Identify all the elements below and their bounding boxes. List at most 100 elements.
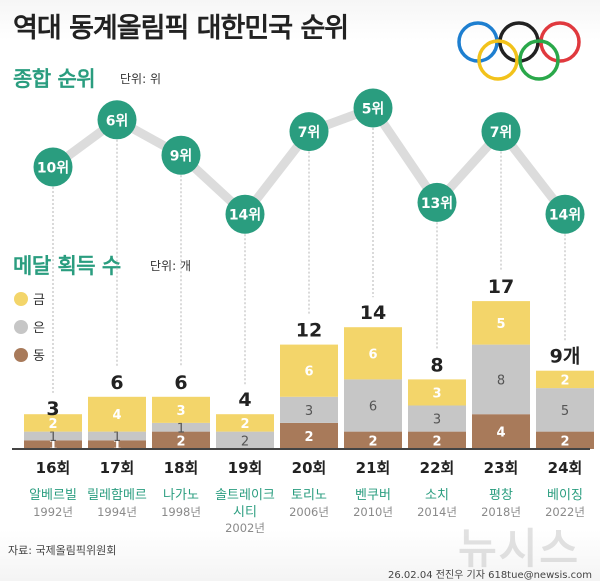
total-label: 12 — [296, 320, 322, 342]
bar-segment — [152, 422, 210, 432]
bar-segment — [472, 301, 530, 345]
category-label: 24회 — [548, 459, 583, 477]
total-label: 8 — [430, 354, 443, 376]
bar-segment — [24, 414, 82, 432]
rank-label: 14위 — [549, 208, 581, 224]
host-city-label: 시티 — [233, 505, 257, 520]
segment-value-label: 1 — [48, 439, 57, 454]
legend-swatch — [14, 348, 28, 362]
segment-value-label: 2 — [432, 434, 441, 449]
total-label: 6 — [110, 372, 123, 394]
bar-segment — [24, 440, 82, 449]
segment-value-label: 2 — [368, 434, 377, 449]
medal-section-title: 메달 획득 수 — [13, 254, 121, 278]
bar-segment — [408, 431, 466, 449]
bar-segment — [152, 431, 210, 449]
year-label: 2002년 — [225, 521, 265, 535]
year-label: 1998년 — [161, 505, 201, 519]
bar-segment — [344, 379, 402, 432]
bar-segment — [408, 405, 466, 432]
page-title: 역대 동계올림픽 대한민국 순위 — [13, 13, 349, 44]
bar-segment — [280, 422, 338, 449]
host-city-label: 솔트레이크 — [215, 488, 275, 503]
legend-swatch — [14, 292, 28, 306]
segment-value-label: 2 — [560, 373, 569, 388]
host-city-label: 평창 — [489, 488, 513, 503]
category-label: 20회 — [292, 459, 327, 477]
segment-value-label: 5 — [496, 317, 505, 332]
segment-value-label: 3 — [432, 386, 441, 401]
rank-label: 14위 — [229, 208, 261, 224]
segment-value-label: 4 — [112, 408, 121, 423]
total-label: 3 — [46, 398, 59, 420]
ranking-section-title: 종합 순위 — [13, 67, 96, 91]
segment-value-label: 2 — [241, 434, 249, 449]
rank-circle — [353, 88, 393, 128]
segment-value-label: 1 — [49, 430, 57, 445]
segment-value-label: 2 — [304, 430, 313, 445]
rank-label: 6위 — [106, 113, 129, 129]
bar-segment — [472, 344, 530, 415]
bar-segment — [344, 327, 402, 380]
rank-label: 13위 — [421, 196, 453, 212]
bar-segment — [88, 440, 146, 449]
segment-value-label: 2 — [560, 434, 569, 449]
rank-circle — [289, 112, 329, 152]
bar-segment — [280, 344, 338, 397]
category-label: 17회 — [100, 459, 135, 477]
rank-label: 5위 — [362, 102, 385, 118]
bar-segment — [536, 431, 594, 449]
segment-value-label: 1 — [177, 421, 185, 436]
host-city-label: 토리노 — [291, 488, 327, 503]
host-city-label: 벤쿠버 — [355, 488, 391, 503]
medal-unit: 단위: 개 — [150, 259, 191, 273]
year-label: 2010년 — [353, 505, 393, 519]
year-label: 2014년 — [417, 505, 457, 519]
bar-segment — [216, 431, 274, 449]
source-note: 자료: 국제올림픽위원회 — [8, 544, 117, 557]
rank-circle — [417, 182, 457, 222]
rank-label: 7위 — [490, 125, 513, 141]
bar-segment — [472, 414, 530, 449]
rank-label: 10위 — [37, 161, 69, 177]
bar-segment — [152, 396, 210, 423]
year-label: 2022년 — [545, 505, 585, 519]
bar-segment — [536, 370, 594, 389]
category-label: 21회 — [356, 459, 391, 477]
segment-value-label: 1 — [113, 430, 121, 445]
rank-circle — [545, 194, 585, 234]
category-label: 22회 — [420, 459, 455, 477]
host-city-label: 알베르빌 — [29, 488, 77, 503]
segment-value-label: 6 — [304, 365, 313, 380]
segment-value-label: 4 — [496, 426, 505, 441]
total-label: 6 — [174, 372, 187, 394]
host-city-label: 소치 — [425, 488, 449, 503]
bar-segment — [88, 431, 146, 441]
total-label: 9개 — [550, 346, 581, 368]
credit-line: 26.02.04 전진우 기자 618tue@newsis.com — [388, 570, 592, 581]
year-label: 2018년 — [481, 505, 521, 519]
category-label: 18회 — [164, 459, 199, 477]
bar-segment — [88, 396, 146, 432]
rank-circle — [481, 112, 521, 152]
watermark: 뉴시스 — [458, 524, 580, 573]
rank-circle — [33, 147, 73, 187]
bar-segment — [408, 379, 466, 406]
year-label: 1992년 — [33, 505, 73, 519]
bar-segment — [280, 396, 338, 423]
year-label: 2006년 — [289, 505, 329, 519]
bar-segment — [536, 388, 594, 432]
rank-circle — [97, 100, 137, 140]
legend-label: 금 — [33, 293, 45, 308]
host-city-label: 나가노 — [163, 488, 199, 503]
segment-value-label: 5 — [561, 404, 569, 419]
total-label: 14 — [360, 302, 386, 324]
total-label: 4 — [238, 389, 251, 411]
bar-segment — [216, 414, 274, 432]
ranking-unit: 단위: 위 — [120, 72, 161, 86]
category-label: 19회 — [228, 459, 263, 477]
host-city-label: 베이징 — [547, 488, 583, 503]
host-city-label: 릴레함메르 — [87, 488, 147, 503]
